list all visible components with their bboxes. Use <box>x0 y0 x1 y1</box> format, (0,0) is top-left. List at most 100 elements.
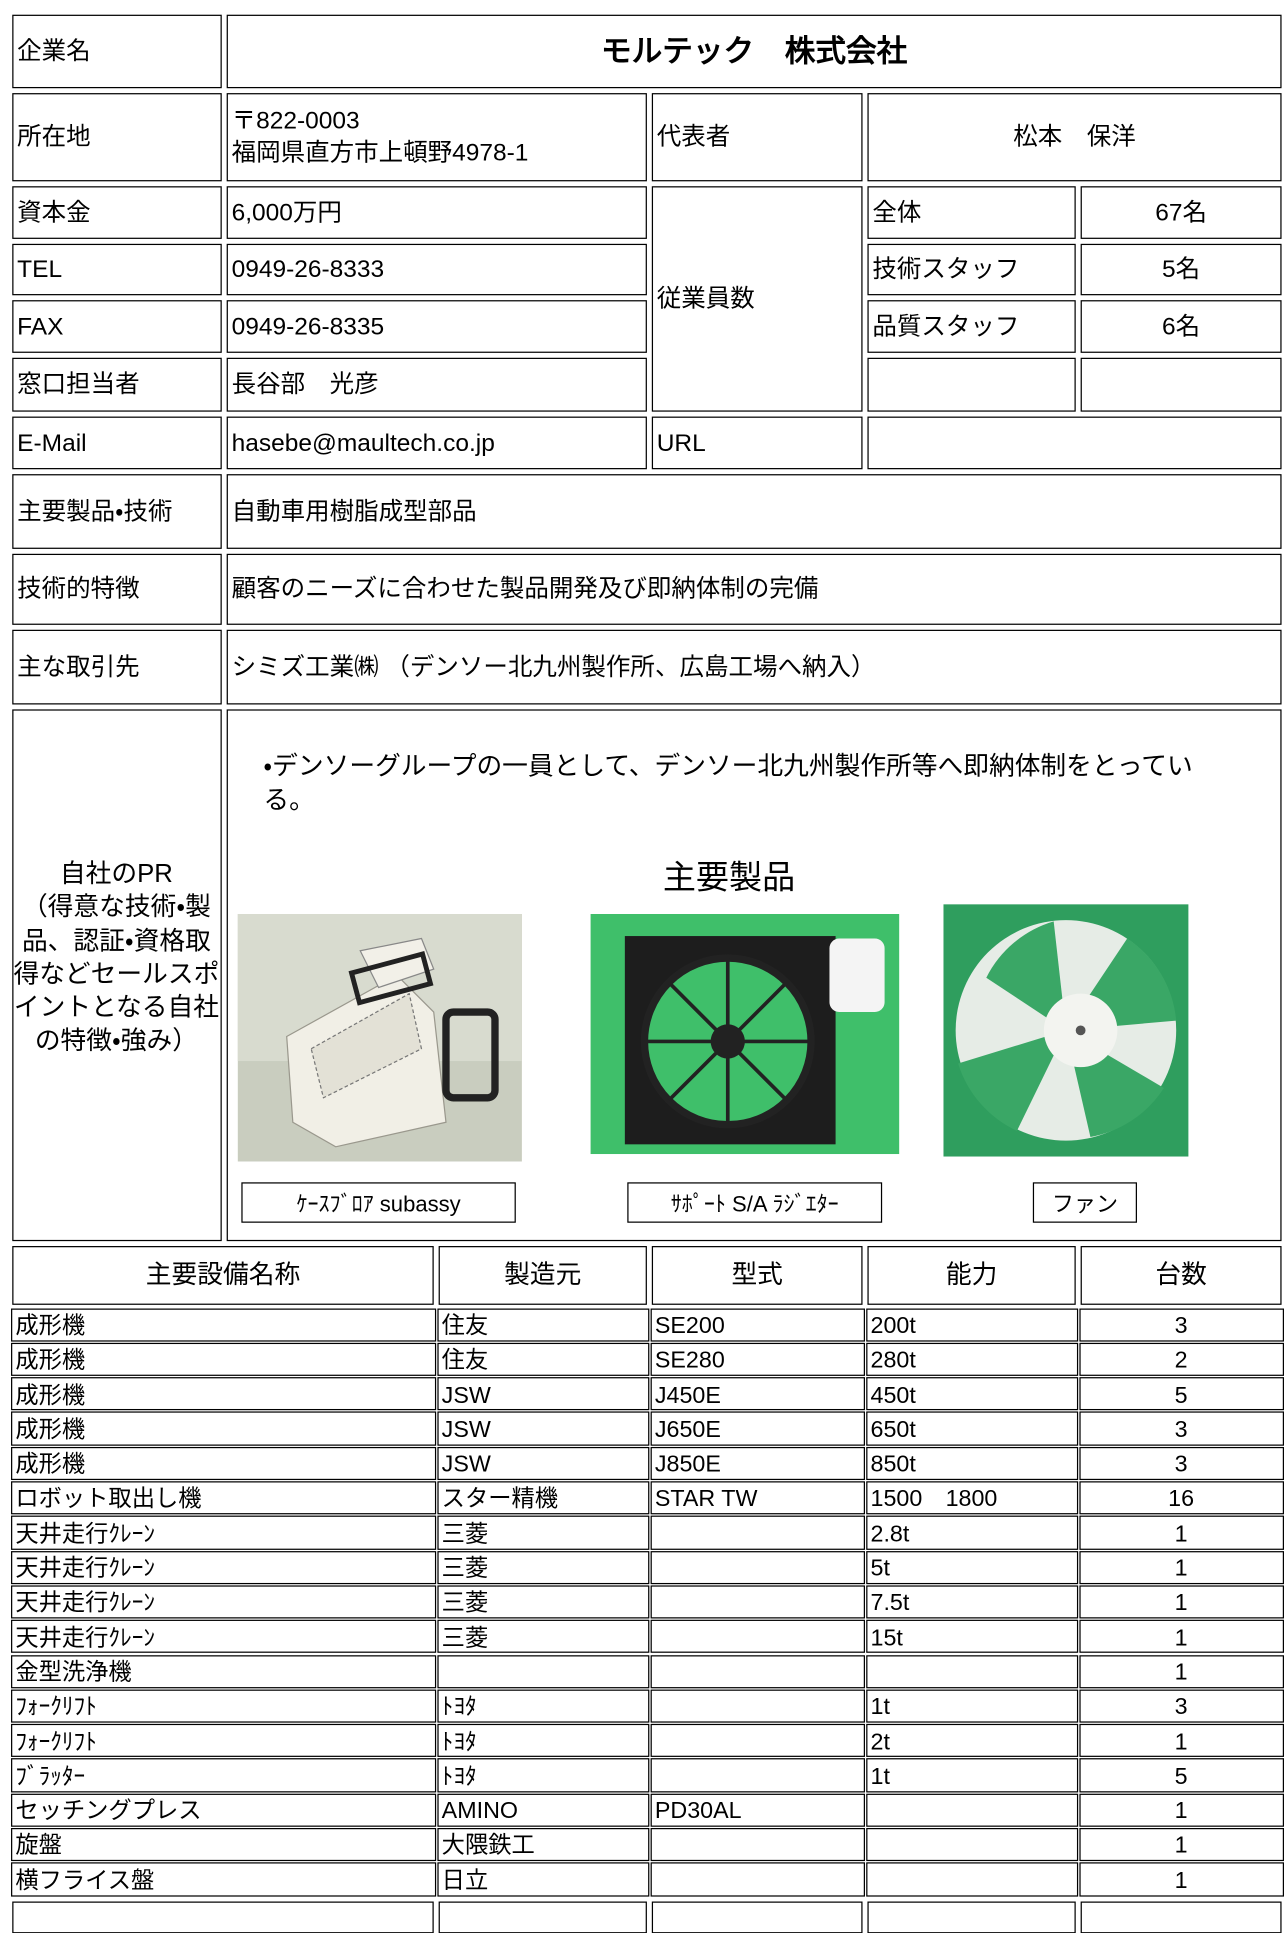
table-cell: ﾌｫｰｸﾘﾌﾄ <box>10 1723 436 1758</box>
capital-text: 6,000万円 <box>231 199 342 227</box>
cell-text: 2 <box>1174 1347 1188 1374</box>
product-photo <box>590 913 900 1155</box>
table-cell <box>649 1550 865 1585</box>
table-cell: 5t <box>865 1550 1078 1585</box>
cell-text: 3 <box>1174 1694 1188 1721</box>
table-cell <box>865 1827 1078 1862</box>
cell-text: 850t <box>870 1451 916 1478</box>
employee-count-text: 6名 <box>1162 313 1201 340</box>
cell-text: PD30AL <box>654 1798 742 1825</box>
table-cell: STAR TW <box>649 1481 865 1515</box>
empty-cell <box>867 1901 1076 1933</box>
empty-cell <box>867 416 1282 470</box>
label-cell-text: 資本金 <box>17 199 91 227</box>
cell-text: 成形機 <box>15 1417 86 1444</box>
label-cell: 主な取引先 <box>12 629 222 705</box>
cell-text: J850E <box>654 1451 721 1478</box>
table-cell <box>649 1585 865 1619</box>
cell-text: 1 <box>1174 1729 1188 1756</box>
cell-text: 天井走行ｸﾚｰﾝ <box>15 1556 156 1582</box>
cell-text: 1500 1800 <box>870 1486 998 1513</box>
pr-label-detail: （得意な技術・製品、認証・資格取得などセールスポイントとなる自社の特徴・強み） <box>13 893 220 1056</box>
table-cell: 1 <box>1078 1827 1284 1862</box>
product-caption: ファン <box>1032 1182 1137 1223</box>
cell-text: 280t <box>870 1347 916 1374</box>
email: hasebe@maultech.co.jp <box>226 416 647 470</box>
table-cell: セッチングプレス <box>10 1793 436 1827</box>
features-text: 顧客のニーズに合わせた製品開発及び即納体制の完備 <box>231 575 819 603</box>
label-cell: E-Mail <box>12 416 222 470</box>
header-text: 型式 <box>731 1261 783 1290</box>
cell-text: 天井走行ｸﾚｰﾝ <box>15 1521 156 1548</box>
products: 自動車用樹脂成型部品 <box>226 474 1282 549</box>
cell-text: JSW <box>441 1417 491 1444</box>
table-cell: 850t <box>865 1446 1078 1481</box>
cell-text: 200t <box>870 1313 916 1340</box>
table-header: 台数 <box>1080 1246 1282 1305</box>
label-cell: 資本金 <box>12 186 222 239</box>
table-cell: 成形機 <box>10 1446 436 1481</box>
cell-text: 横フライス盤 <box>15 1868 155 1894</box>
cell-text: 650t <box>870 1417 916 1444</box>
table-cell: 天井走行ｸﾚｰﾝ <box>10 1550 436 1585</box>
label-cell: 技術的特徴 <box>12 553 222 625</box>
cell-text: 三菱 <box>441 1521 489 1548</box>
table-cell: 2t <box>865 1723 1078 1758</box>
table-cell <box>649 1689 865 1723</box>
table-cell: J450E <box>649 1377 865 1411</box>
cell-text: ﾄﾖﾀ <box>441 1729 477 1756</box>
product-photo <box>943 904 1189 1157</box>
cell-text: 16 <box>1168 1486 1195 1513</box>
cell-text: 1t <box>870 1694 890 1721</box>
cell-text: 1 <box>1174 1660 1188 1686</box>
table-cell <box>649 1515 865 1550</box>
table-header: 型式 <box>651 1246 863 1305</box>
tel: 0949-26-8333 <box>226 243 647 296</box>
label-cell: FAX <box>12 300 222 353</box>
pr-cell <box>226 709 1282 1242</box>
cell-text: ﾌｫｰｸﾘﾌﾄ <box>15 1729 97 1756</box>
header-text: 台数 <box>1155 1261 1207 1290</box>
table-cell: 5 <box>1078 1377 1284 1411</box>
cell-text: ロボット取出し機 <box>15 1486 202 1513</box>
table-cell: 成形機 <box>10 1342 436 1377</box>
label-cell: 代表者 <box>651 93 863 182</box>
table-cell: J650E <box>649 1411 865 1446</box>
features: 顧客のニーズに合わせた製品開発及び即納体制の完備 <box>226 553 1282 625</box>
cell-text: 1 <box>1174 1868 1188 1894</box>
table-cell: 450t <box>865 1377 1078 1411</box>
label-cell-text: URL <box>656 429 706 457</box>
table-cell: 1 <box>1078 1550 1284 1585</box>
cell-text: 金型洗浄機 <box>15 1660 132 1686</box>
cell-text: 旋盤 <box>15 1833 62 1860</box>
empty-cell <box>1080 357 1282 412</box>
table-cell: 三菱 <box>436 1619 649 1654</box>
cell-text: 450t <box>870 1382 916 1409</box>
table-cell: JSW <box>436 1377 649 1411</box>
table-cell <box>436 1654 649 1689</box>
label-cell: 企業名 <box>12 14 222 89</box>
table-cell: J850E <box>649 1446 865 1481</box>
table-cell: 1 <box>1078 1619 1284 1654</box>
table-cell: 大隈鉄工 <box>436 1827 649 1862</box>
cell-text: JSW <box>441 1382 491 1409</box>
table-cell: 280t <box>865 1342 1078 1377</box>
table-cell: 1t <box>865 1689 1078 1723</box>
employee-label-text: 技術スタッフ <box>872 256 1020 284</box>
table-cell <box>865 1654 1078 1689</box>
empty-cell <box>438 1901 647 1933</box>
table-cell: ﾌﾞﾗｯﾀｰ <box>10 1758 436 1793</box>
employee-label-text: 全体 <box>872 199 922 227</box>
label-cell-text: 代表者 <box>656 123 731 151</box>
table-cell: 2 <box>1078 1342 1284 1377</box>
header-text: 製造元 <box>504 1261 582 1290</box>
table-cell: 1 <box>1078 1654 1284 1689</box>
table-cell: AMINO <box>436 1793 649 1827</box>
header-text: 主要設備名称 <box>145 1261 301 1290</box>
table-cell <box>649 1619 865 1654</box>
cell-text: セッチングプレス <box>15 1798 202 1825</box>
table-cell: 1 <box>1078 1862 1284 1897</box>
label-cell-text: 所在地 <box>17 123 91 151</box>
cell-text: 住友 <box>441 1347 489 1374</box>
table-cell: 横フライス盤 <box>10 1862 436 1897</box>
